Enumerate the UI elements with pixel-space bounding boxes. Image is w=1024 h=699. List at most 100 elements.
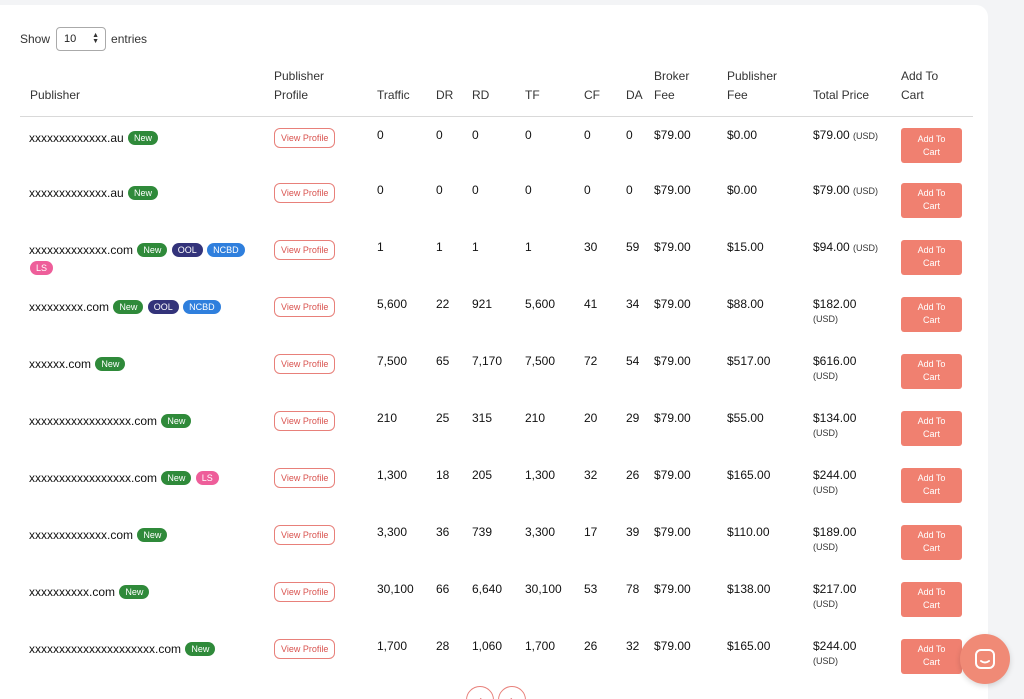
header-cf[interactable]: CF bbox=[584, 67, 626, 117]
broker-fee-cell: $79.00 bbox=[654, 524, 691, 539]
publisher-name: xxxxxxxxxxxxxxxxxxxxx.com bbox=[29, 641, 182, 656]
add-to-cart-button[interactable]: Add To Cart bbox=[901, 524, 962, 560]
rd-cell: 6,640 bbox=[472, 581, 503, 596]
entries-select[interactable]: 10 ▲ ▼ bbox=[56, 27, 107, 51]
badge-new: New bbox=[128, 185, 159, 200]
da-cell: 26 bbox=[626, 467, 640, 482]
rd-cell: 0 bbox=[472, 182, 479, 197]
header-total-price[interactable]: Total Price bbox=[813, 67, 901, 117]
traffic-cell: 1,700 bbox=[377, 638, 408, 653]
cart-cell: Add To Cart bbox=[901, 571, 973, 628]
total-price-value: $94.00 bbox=[813, 239, 850, 254]
currency-label: (USD) bbox=[853, 242, 879, 253]
profile-cell: View Profile bbox=[274, 286, 377, 343]
cf-cell: 32 bbox=[584, 467, 598, 482]
publisher-fee-cell: $15.00 bbox=[727, 239, 764, 254]
header-publisher-fee[interactable]: Publisher Fee bbox=[727, 67, 813, 117]
badge-new: New bbox=[137, 527, 168, 542]
add-to-cart-button[interactable]: Add To Cart bbox=[901, 467, 962, 503]
add-to-cart-button[interactable]: Add To Cart bbox=[901, 182, 962, 218]
currency-label: (USD) bbox=[813, 313, 838, 324]
tf-cell: 1,300 bbox=[525, 467, 556, 482]
add-to-cart-button[interactable]: Add To Cart bbox=[901, 581, 962, 617]
chat-launcher-button[interactable] bbox=[960, 634, 1010, 684]
add-to-cart-button[interactable]: Add To Cart bbox=[901, 410, 962, 446]
publisher-fee-cell: $88.00 bbox=[727, 296, 764, 311]
profile-cell: View Profile bbox=[274, 400, 377, 457]
entries-length-control: Show 10 ▲ ▼ entries bbox=[20, 27, 147, 51]
total-price-value: $217.00 bbox=[813, 581, 857, 596]
da-cell: 32 bbox=[626, 638, 640, 653]
badge-new: New bbox=[161, 413, 192, 428]
currency-label: (USD) bbox=[813, 655, 838, 666]
total-price-value: $189.00 bbox=[813, 524, 857, 539]
header-broker-fee[interactable]: Broker Fee bbox=[654, 67, 727, 117]
total-price-value: $79.00 bbox=[813, 182, 850, 197]
currency-label: (USD) bbox=[813, 370, 838, 381]
view-profile-button[interactable]: View Profile bbox=[274, 638, 336, 659]
header-publisher[interactable]: Publisher bbox=[20, 67, 274, 117]
total-price-value: $79.00 bbox=[813, 128, 850, 142]
view-profile-button[interactable]: View Profile bbox=[274, 524, 336, 545]
profile-cell: View Profile bbox=[274, 457, 377, 514]
view-profile-button[interactable]: View Profile bbox=[274, 128, 336, 148]
tf-cell: 0 bbox=[525, 128, 532, 142]
add-to-cart-button[interactable]: Add To Cart bbox=[901, 128, 962, 163]
badge-new: New bbox=[113, 299, 144, 314]
profile-cell: View Profile bbox=[274, 172, 377, 229]
header-dr[interactable]: DR bbox=[436, 67, 472, 117]
badge-new: New bbox=[137, 242, 168, 257]
prev-page-button[interactable]: ‹ bbox=[466, 686, 494, 699]
rd-cell: 921 bbox=[472, 296, 493, 311]
traffic-cell: 1 bbox=[377, 239, 384, 254]
dr-cell: 18 bbox=[436, 467, 450, 482]
cart-cell: Add To Cart bbox=[901, 343, 973, 400]
add-to-cart-button[interactable]: Add To Cart bbox=[901, 353, 962, 389]
header-traffic[interactable]: Traffic bbox=[377, 67, 436, 117]
total-price-cell: $244.00 (USD) bbox=[813, 628, 901, 685]
publisher-cell: xxxxxxxxxxxxxxxxx.com New bbox=[20, 400, 274, 457]
header-da[interactable]: DA bbox=[626, 67, 654, 117]
traffic-cell: 5,600 bbox=[377, 296, 408, 311]
total-price-cell: $134.00 (USD) bbox=[813, 400, 901, 457]
total-price-cell: $616.00 (USD) bbox=[813, 343, 901, 400]
view-profile-button[interactable]: View Profile bbox=[274, 239, 336, 260]
view-profile-button[interactable]: View Profile bbox=[274, 182, 336, 203]
publisher-cell: xxxxxxxxxxxxxxxxxxxxx.com New bbox=[20, 628, 274, 685]
total-price-cell: $79.00 (USD) bbox=[813, 117, 901, 172]
view-profile-button[interactable]: View Profile bbox=[274, 353, 336, 374]
da-cell: 0 bbox=[626, 128, 633, 142]
da-cell: 59 bbox=[626, 239, 640, 254]
total-price-cell: $244.00 (USD) bbox=[813, 457, 901, 514]
cf-cell: 72 bbox=[584, 353, 598, 368]
add-to-cart-button[interactable]: Add To Cart bbox=[901, 638, 962, 674]
add-to-cart-button[interactable]: Add To Cart bbox=[901, 296, 962, 332]
publisher-fee-cell: $138.00 bbox=[727, 581, 771, 596]
view-profile-button[interactable]: View Profile bbox=[274, 467, 336, 488]
dr-cell: 0 bbox=[436, 182, 443, 197]
total-price-value: $616.00 bbox=[813, 353, 857, 368]
view-profile-button[interactable]: View Profile bbox=[274, 410, 336, 431]
cart-cell: Add To Cart bbox=[901, 172, 973, 229]
total-price-value: $182.00 bbox=[813, 296, 857, 311]
publisher-fee-cell: $0.00 bbox=[727, 182, 758, 197]
publisher-name: xxxxxxxxxx.com bbox=[29, 584, 116, 599]
header-publisher-profile[interactable]: Publisher Profile bbox=[274, 67, 377, 117]
badge-ncbd: NCBD bbox=[183, 299, 221, 314]
total-price-value: $244.00 bbox=[813, 467, 857, 482]
next-page-button[interactable]: › bbox=[498, 686, 526, 699]
publisher-name: xxxxxxxxxxxxxxxxx.com bbox=[29, 470, 158, 485]
header-tf[interactable]: TF bbox=[525, 67, 584, 117]
publisher-cell: xxxxxxxxxx.com New bbox=[20, 571, 274, 628]
broker-fee-cell: $79.00 bbox=[654, 410, 691, 425]
traffic-cell: 210 bbox=[377, 410, 398, 425]
publisher-fee-cell: $517.00 bbox=[727, 353, 771, 368]
header-rd[interactable]: RD bbox=[472, 67, 525, 117]
table-row: xxxxxxxxxxxxxxxxx.com New View Profile 210… bbox=[20, 400, 973, 457]
add-to-cart-button[interactable]: Add To Cart bbox=[901, 239, 962, 275]
profile-cell: View Profile bbox=[274, 571, 377, 628]
view-profile-button[interactable]: View Profile bbox=[274, 296, 336, 317]
currency-label: (USD) bbox=[853, 131, 879, 141]
total-price-cell: $79.00 (USD) bbox=[813, 172, 901, 229]
view-profile-button[interactable]: View Profile bbox=[274, 581, 336, 602]
